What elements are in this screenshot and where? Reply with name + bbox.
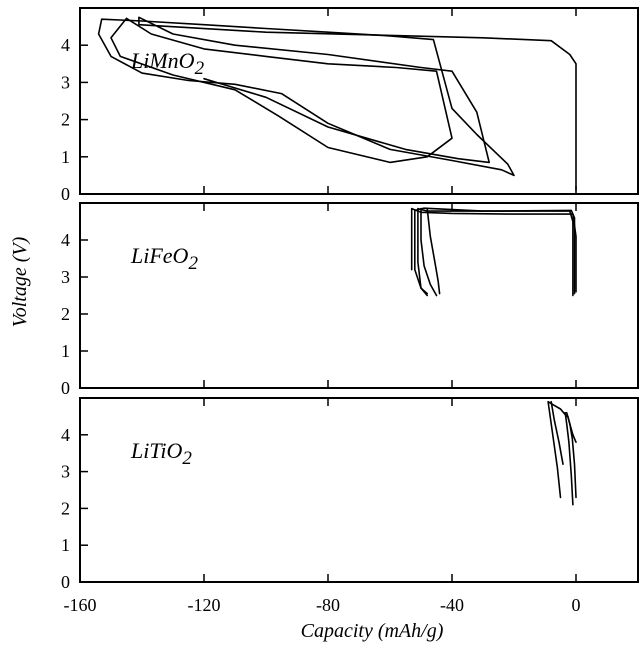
y-tick-label: 4: [61, 425, 70, 445]
series-line-3-5: [565, 411, 577, 443]
x-axis-title: Capacity (mAh/g): [301, 620, 444, 642]
series-line-1-1: [138, 16, 577, 192]
x-axis: -160 -120 -80 -40 0: [64, 595, 581, 615]
y-tick-label: 2: [61, 304, 70, 324]
series-line-3-4: [550, 400, 564, 465]
y-tick-label: 0: [61, 378, 70, 398]
panel-frame: [79, 202, 639, 389]
series-line-3-1: [547, 400, 568, 499]
y-tick-label: 4: [61, 35, 70, 55]
y-tick-label: 3: [61, 267, 70, 287]
series-line-2-5: [426, 207, 441, 295]
y-tick-label: 2: [61, 110, 70, 130]
series-line-2-1: [417, 207, 574, 297]
panel-3: 0 1 2 3 4 LiTiO2: [61, 397, 639, 592]
x-tick-label: 0: [572, 595, 581, 615]
panel-1: 0 1 2 3 4 LiMnO2: [61, 7, 639, 204]
x-tick-label: -160: [64, 595, 97, 615]
x-tick-label: -80: [316, 595, 340, 615]
panel-label: LiFeO2: [130, 243, 198, 274]
series-line-2-4: [410, 207, 577, 293]
series-line-3-2: [564, 411, 574, 506]
series-line-1-3: [110, 17, 453, 164]
panel-frame: [79, 7, 639, 195]
y-tick-label: 3: [61, 72, 70, 92]
series-line-1-2: [97, 18, 515, 177]
y-tick-label: 4: [61, 230, 70, 250]
y-tick-label: 1: [61, 535, 70, 555]
y-tick-label: 0: [61, 184, 70, 204]
y-tick-label: 3: [61, 462, 70, 482]
y-tick-label: 0: [61, 572, 70, 592]
panel-label: LiTiO2: [130, 438, 192, 469]
y-tick-label: 2: [61, 498, 70, 518]
panel-label: LiMnO2: [130, 48, 205, 79]
x-tick-label: -120: [188, 595, 221, 615]
panel-frame: [79, 397, 639, 583]
panels-group: 0 1 2 3 4 LiMnO2 0 1 2 3 4 LiFeO2 0 1 2 3 4 LiTiO2: [61, 7, 639, 592]
y-axis-title: Voltage (V): [9, 236, 31, 327]
panel-2: 0 1 2 3 4 LiFeO2: [61, 202, 639, 398]
y-tick-label: 1: [61, 147, 70, 167]
series-line-2-3: [420, 207, 438, 297]
y-tick-label: 1: [61, 341, 70, 361]
x-tick-label: -40: [440, 595, 464, 615]
